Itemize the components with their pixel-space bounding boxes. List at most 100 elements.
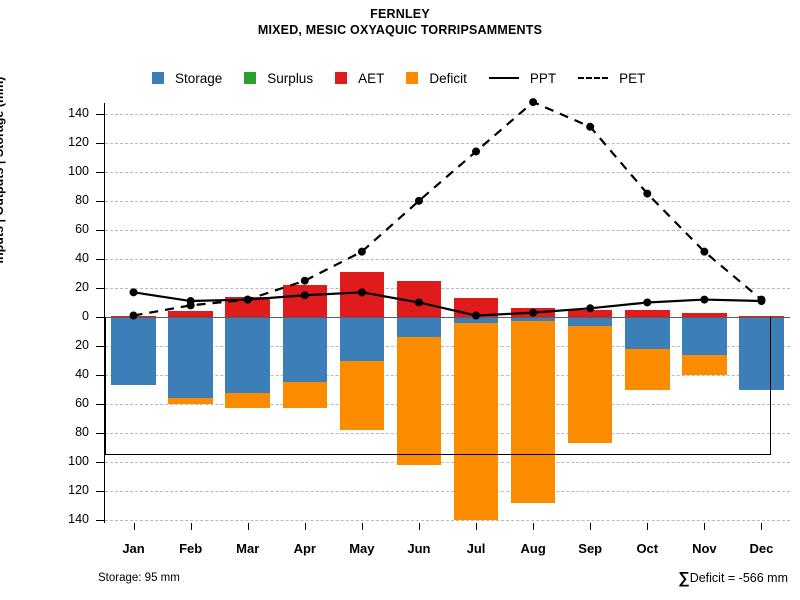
line-ppt [133,291,762,317]
data-point-pet [643,189,652,198]
x-axis-tick [704,523,706,530]
y-axis-tick [96,200,104,202]
x-axis-label-apr: Apr [293,541,316,556]
legend-item-ppt[interactable]: PPT [488,70,578,86]
line-series-layer [129,98,766,320]
y-axis-tick [96,491,104,493]
y-axis-tick-label: 40 [75,250,89,265]
x-axis-label-feb: Feb [179,541,203,556]
data-point-ppt [586,304,595,313]
x-axis-tick [361,523,363,530]
line-pet [133,100,763,317]
y-axis-tick [96,287,104,289]
sigma-icon: ∑ [678,570,690,587]
y-axis-tick [96,258,104,260]
bar-storage [282,317,328,383]
y-axis-tick [96,113,104,115]
data-point-ppt [700,295,709,304]
x-axis-tick [590,523,592,530]
x-axis-label-jun: Jun [407,541,431,556]
x-axis-tick [304,523,306,530]
bar-storage [111,317,156,386]
x-axis-label-aug: Aug [520,541,546,556]
gridline [105,200,790,202]
bar-storage [453,317,499,323]
data-point-ppt [472,311,481,320]
bar-aet [168,311,213,317]
sum-deficit-text: Deficit = -566 mm [689,571,788,585]
legend-item-storage[interactable]: Storage [152,71,244,86]
legend-label: AET [358,70,385,86]
data-point-pet [414,196,423,205]
gridline [105,462,790,464]
x-axis-tick [133,523,135,530]
gridline [105,346,790,348]
legend-item-pet[interactable]: PET [578,71,667,86]
data-point-pet [300,276,309,285]
legend-label: PET [619,70,646,86]
chart-legend: Storage Surplus AET Deficit PPT PET [152,68,732,88]
gridline [105,287,790,289]
data-point-pet [586,122,595,131]
legend-label: Surplus [267,70,314,86]
bar-deficit [225,392,270,409]
bar-deficit [168,398,213,405]
bar-deficit [396,337,442,466]
y-axis-title: Inputs | Outputs | Storage (mm) [0,76,6,264]
x-axis-label-dec: Dec [749,541,774,556]
storage-capacity-box [105,317,771,455]
y-axis-tick [96,229,104,231]
data-point-pet [129,311,138,320]
data-point-pet [243,295,252,304]
data-point-pet [700,247,709,256]
bar-aet [282,285,328,317]
y-axis-tick-label: 80 [75,192,89,207]
bar-storage [168,317,213,399]
y-axis-tick-label: 100 [68,454,89,469]
legend-item-deficit[interactable]: Deficit [406,71,489,86]
gridline [105,113,790,115]
data-point-ppt [414,298,423,307]
gridline [105,520,790,522]
x-axis-tick [247,523,249,530]
legend-label: Storage [175,70,223,86]
data-point-ppt [129,288,138,297]
y-axis-tick-label: 40 [75,367,89,382]
data-point-pet [186,301,195,310]
y-axis-spine [104,103,105,523]
zero-line [105,317,790,318]
square-marker [152,72,164,84]
x-axis-tick [647,523,649,530]
x-axis-label-sep: Sep [578,541,603,556]
y-axis-tick-label: 80 [75,425,89,440]
y-axis-tick-label: 20 [75,338,89,353]
gridline [105,404,790,406]
y-axis-tick-label: 20 [75,279,89,294]
bar-storage [625,317,670,349]
x-axis-label-mar: Mar [236,541,260,556]
y-axis-tick [96,171,104,173]
data-point-ppt [357,288,366,297]
bar-aet [682,312,727,317]
legend-item-surplus[interactable]: Surplus [244,71,335,86]
x-axis-label-jan: Jan [122,541,145,556]
y-axis-tick-label: 140 [68,512,89,527]
data-point-pet [472,147,481,156]
bar-storage [339,317,385,361]
y-axis-tick [96,317,104,318]
y-axis-tick [96,375,104,377]
gridline [105,433,790,435]
x-axis-tick [533,523,535,530]
bar-aet [567,309,613,317]
bar-storage [396,317,442,338]
y-axis-tick-label: 120 [68,134,89,149]
plot-area [105,98,790,523]
legend-label: PPT [529,70,557,86]
y-axis-tick-label: 0 [82,309,89,323]
sum-deficit-annotation: ∑Deficit = -566 mm [678,570,788,588]
gridline [105,229,790,231]
y-axis-tick-label: 120 [68,483,89,498]
gridline [105,171,790,173]
legend-item-aet[interactable]: AET [335,71,406,86]
